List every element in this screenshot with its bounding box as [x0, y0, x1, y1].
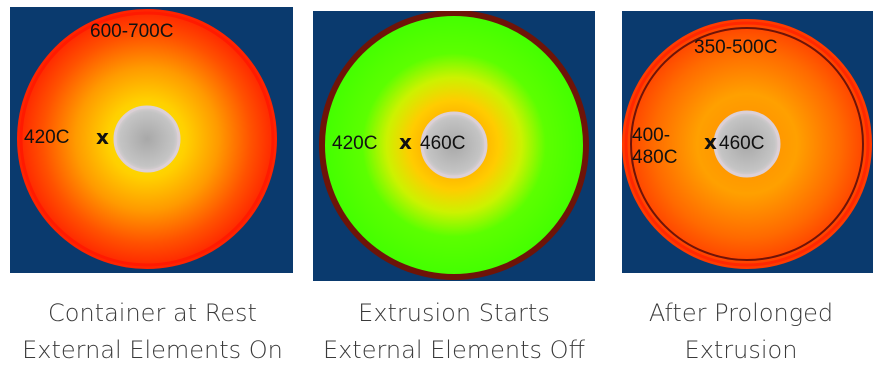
- outer-temperature-label: 600-700C: [90, 21, 174, 42]
- panel-container-at-rest: 600-700C 420C x: [10, 7, 293, 273]
- measurement-point-marker: x: [704, 130, 717, 154]
- caption-panel-2: Extrusion Starts External Elements Off: [305, 295, 603, 369]
- point-temperature-label: 420C: [24, 127, 70, 148]
- measurement-point-marker: x: [96, 125, 109, 149]
- container-cross-section-2: [313, 11, 595, 281]
- caption-panel-3: After Prolonged Extrusion: [612, 295, 870, 369]
- center-temperature-label: 460C: [420, 133, 466, 154]
- panel-extrusion-starts: 420C x 460C: [313, 11, 595, 281]
- caption-line-2: External Elements On: [22, 336, 283, 364]
- container-cross-section-1: [10, 7, 293, 273]
- measurement-point-marker: x: [399, 130, 412, 154]
- caption-line-2: Extrusion: [684, 336, 798, 364]
- outer-temperature-label: 350-500C: [694, 37, 778, 58]
- point-temperature-label: 420C: [332, 133, 378, 154]
- bore: [420, 111, 488, 179]
- point-temperature-label: 400- 480C: [632, 125, 678, 168]
- bore: [113, 105, 181, 173]
- caption-line-1: After Prolonged: [648, 299, 834, 327]
- bore: [713, 110, 781, 178]
- caption-line-1: Container at Rest: [48, 299, 257, 327]
- container-outer-ring: [624, 21, 870, 267]
- caption-line-1: Extrusion Starts: [358, 299, 550, 327]
- container-dark-ring: [630, 27, 864, 261]
- caption-panel-1: Container at Rest External Elements On: [0, 295, 305, 369]
- container-outer-ring: [19, 11, 275, 267]
- container-cross-section-3: [622, 11, 873, 273]
- caption-line-2: External Elements Off: [322, 336, 586, 364]
- center-temperature-label: 460C: [719, 133, 765, 154]
- panel-after-prolonged-extrusion: 350-500C 400- 480C x 460C: [622, 11, 873, 273]
